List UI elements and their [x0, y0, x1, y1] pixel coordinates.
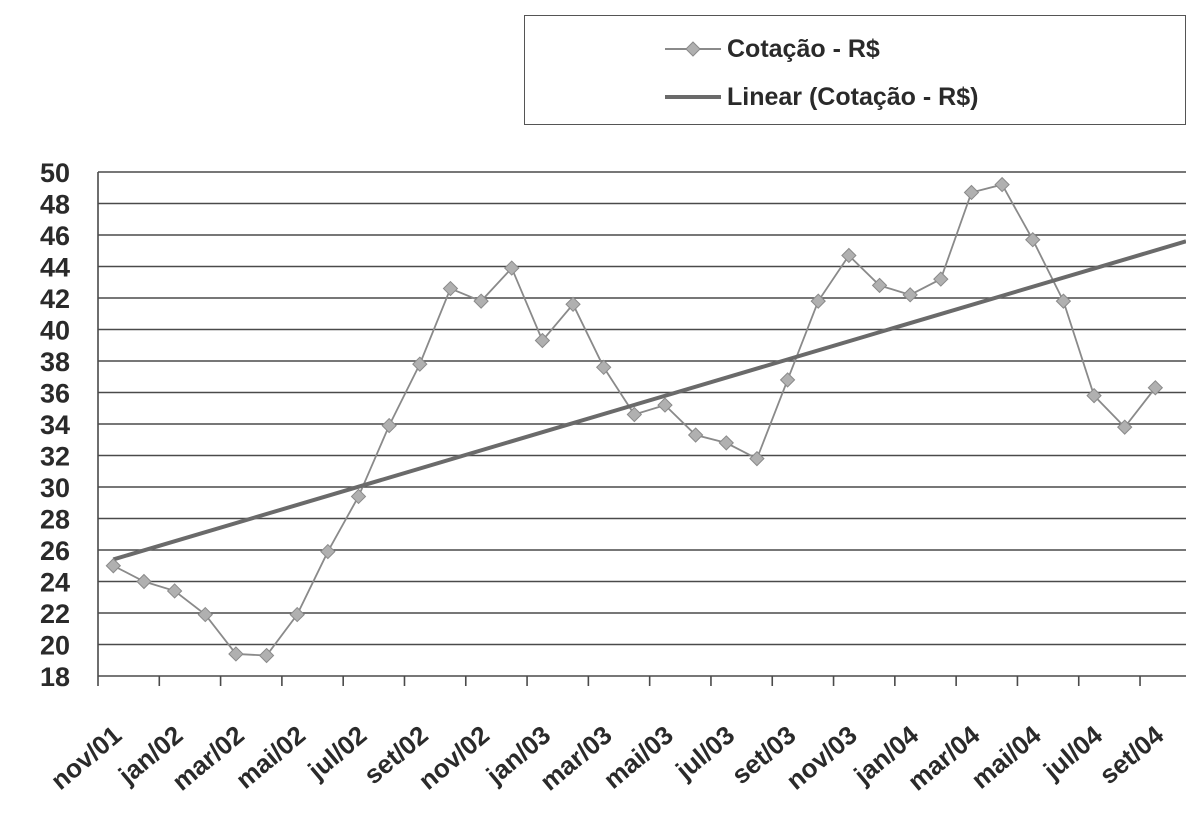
y-tick-label: 30	[40, 473, 70, 503]
legend-series-marker	[665, 41, 721, 57]
y-tick-label: 28	[40, 505, 70, 535]
data-point	[933, 271, 949, 287]
data-point	[442, 280, 459, 297]
legend-trendline-marker	[665, 95, 721, 99]
data-point	[504, 260, 520, 276]
y-tick-label: 32	[40, 442, 70, 472]
data-point	[289, 606, 305, 623]
y-tick-label: 50	[40, 158, 70, 188]
data-point	[595, 359, 612, 376]
legend-trendline-label: Linear (Cotação - R$)	[727, 82, 979, 111]
x-tick-label: mai/04	[965, 719, 1047, 794]
data-point	[1116, 419, 1133, 435]
data-point	[320, 543, 336, 560]
data-point	[810, 293, 826, 309]
y-tick-label: 46	[40, 221, 70, 251]
x-tick-label: mai/02	[230, 720, 311, 795]
chart-legend: Cotação - R$ Linear (Cotação - R$)	[524, 15, 1186, 125]
x-tick-label: jul/03	[669, 720, 740, 786]
data-point	[902, 287, 918, 303]
data-point	[687, 427, 704, 443]
x-tick-label: nov/02	[413, 720, 495, 796]
data-point	[1147, 380, 1164, 396]
data-point	[626, 406, 643, 423]
x-tick-label: nov/03	[780, 720, 862, 796]
data-point	[473, 293, 489, 309]
data-point	[228, 646, 244, 662]
data-point	[1086, 387, 1102, 404]
y-tick-label: 20	[40, 631, 70, 661]
data-point	[749, 450, 765, 467]
y-tick-label: 42	[40, 284, 70, 314]
legend-series-label: Cotação - R$	[727, 34, 880, 63]
y-tick-label: 34	[40, 410, 70, 440]
y-tick-label: 36	[40, 379, 70, 409]
data-point	[136, 573, 152, 590]
y-tick-label: 24	[40, 568, 70, 598]
data-point	[718, 435, 734, 451]
y-tick-label: 18	[40, 662, 70, 692]
data-point	[871, 277, 888, 294]
data-point	[963, 184, 980, 201]
data-point	[166, 583, 183, 599]
data-point	[565, 296, 581, 313]
y-tick-label: 26	[40, 536, 70, 566]
legend-item-series: Cotação - R$	[663, 33, 880, 65]
data-point	[779, 372, 796, 388]
data-point	[197, 606, 213, 623]
legend-item-trendline: Linear (Cotação - R$)	[663, 81, 978, 113]
x-tick-label: mai/03	[598, 720, 679, 795]
y-tick-label: 44	[40, 253, 70, 283]
data-point	[105, 558, 122, 574]
data-point	[1055, 293, 1072, 309]
data-point	[412, 356, 428, 372]
y-tick-label: 48	[40, 190, 70, 220]
x-tick-label: jul/02	[301, 720, 372, 786]
y-tick-label: 38	[40, 347, 70, 377]
data-point	[841, 247, 857, 264]
y-tick-label: 40	[40, 316, 70, 346]
x-tick-label: set/04	[1093, 719, 1169, 790]
x-tick-label: mar/04	[902, 719, 986, 796]
data-point	[534, 332, 551, 349]
x-tick-label: nov/01	[45, 720, 127, 796]
data-point	[994, 176, 1010, 193]
data-point	[258, 647, 275, 664]
data-point	[381, 417, 397, 434]
data-point	[657, 397, 673, 413]
y-tick-label: 22	[40, 599, 70, 629]
trendline	[112, 239, 1186, 562]
x-tick-label: jul/04	[1037, 719, 1108, 786]
data-point	[350, 488, 367, 505]
data-point	[1025, 232, 1041, 248]
